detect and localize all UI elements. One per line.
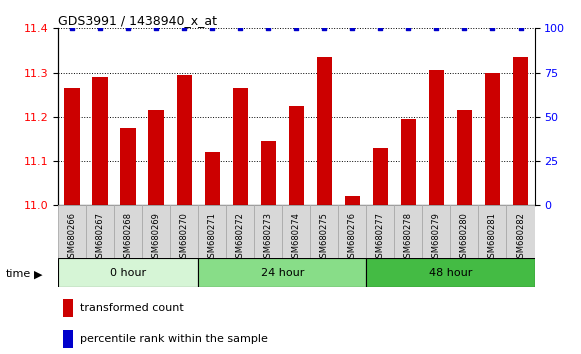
Bar xyxy=(310,205,338,258)
Bar xyxy=(63,299,73,317)
Bar xyxy=(372,148,388,205)
Bar xyxy=(345,196,360,205)
Bar xyxy=(429,70,444,205)
Bar xyxy=(92,77,108,205)
Point xyxy=(516,25,525,31)
Text: GSM680270: GSM680270 xyxy=(180,212,189,263)
Bar xyxy=(457,110,472,205)
Point xyxy=(320,25,329,31)
Point xyxy=(292,25,301,31)
Bar xyxy=(58,205,86,258)
Bar xyxy=(198,205,226,258)
Text: 0 hour: 0 hour xyxy=(110,268,146,278)
Bar xyxy=(485,73,500,205)
Bar xyxy=(205,152,220,205)
Point xyxy=(404,25,413,31)
Point xyxy=(347,25,357,31)
Point xyxy=(460,25,469,31)
Bar xyxy=(507,205,535,258)
Text: transformed count: transformed count xyxy=(80,303,183,313)
Bar xyxy=(282,205,310,258)
Point xyxy=(95,25,105,31)
Bar xyxy=(289,106,304,205)
Text: GSM680266: GSM680266 xyxy=(67,212,77,263)
Text: GSM680275: GSM680275 xyxy=(320,212,329,263)
Bar xyxy=(170,205,198,258)
Bar xyxy=(86,205,114,258)
Text: percentile rank within the sample: percentile rank within the sample xyxy=(80,334,267,344)
Text: GSM680279: GSM680279 xyxy=(432,212,441,263)
Text: GSM680280: GSM680280 xyxy=(460,212,469,263)
Text: GSM680272: GSM680272 xyxy=(236,212,245,263)
Bar xyxy=(513,57,528,205)
Point xyxy=(488,25,497,31)
Text: GSM680267: GSM680267 xyxy=(96,212,105,263)
Bar xyxy=(226,205,254,258)
Bar xyxy=(58,258,198,287)
Bar xyxy=(317,57,332,205)
Point xyxy=(376,25,385,31)
Bar xyxy=(232,88,248,205)
Text: 24 hour: 24 hour xyxy=(261,268,304,278)
Point xyxy=(152,25,161,31)
Bar xyxy=(479,205,507,258)
Bar xyxy=(394,205,422,258)
Bar xyxy=(114,205,142,258)
Bar xyxy=(338,205,367,258)
Bar xyxy=(198,258,367,287)
Bar xyxy=(149,110,164,205)
Point xyxy=(236,25,245,31)
Bar xyxy=(260,141,276,205)
Bar xyxy=(367,258,535,287)
Text: GSM680276: GSM680276 xyxy=(348,212,357,263)
Text: GSM680282: GSM680282 xyxy=(516,212,525,263)
Bar xyxy=(254,205,282,258)
Text: time: time xyxy=(6,269,31,279)
Text: GSM680274: GSM680274 xyxy=(292,212,301,263)
Bar xyxy=(120,128,136,205)
Bar xyxy=(177,75,192,205)
Text: GSM680278: GSM680278 xyxy=(404,212,413,263)
Bar xyxy=(367,205,394,258)
Bar xyxy=(142,205,170,258)
Point xyxy=(180,25,189,31)
Text: GDS3991 / 1438940_x_at: GDS3991 / 1438940_x_at xyxy=(58,14,217,27)
Text: GSM680281: GSM680281 xyxy=(488,212,497,263)
Text: GSM680269: GSM680269 xyxy=(152,212,161,263)
Bar xyxy=(422,205,450,258)
Text: 48 hour: 48 hour xyxy=(429,268,472,278)
Point xyxy=(67,25,77,31)
Text: GSM680277: GSM680277 xyxy=(376,212,385,263)
Point xyxy=(124,25,133,31)
Text: GSM680268: GSM680268 xyxy=(124,212,132,263)
Point xyxy=(432,25,441,31)
Point xyxy=(264,25,273,31)
Text: ▶: ▶ xyxy=(34,269,42,279)
Bar xyxy=(63,330,73,348)
Bar xyxy=(64,88,80,205)
Bar xyxy=(450,205,479,258)
Bar xyxy=(401,119,416,205)
Point xyxy=(207,25,217,31)
Text: GSM680271: GSM680271 xyxy=(208,212,217,263)
Text: GSM680273: GSM680273 xyxy=(264,212,273,263)
